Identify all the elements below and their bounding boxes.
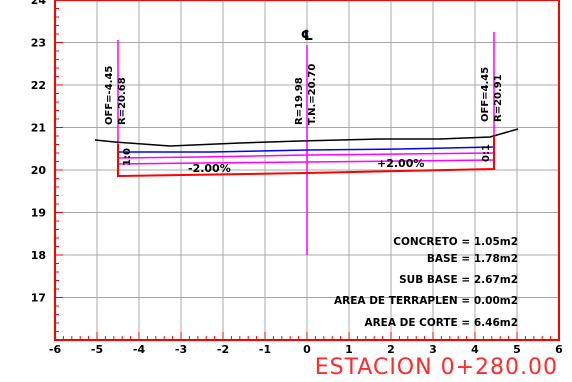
quantity-corte: AREA DE CORTE = 6.46m2: [364, 317, 518, 329]
x-tick-label: -2: [217, 343, 229, 356]
axis-ticks: [54, 0, 560, 341]
station-label: ESTACION 0+280.00: [314, 355, 558, 380]
y-tick-label: 18: [31, 249, 46, 262]
y-tick-label: 23: [31, 37, 46, 50]
left-elevation-label: R=20.68: [117, 77, 128, 125]
x-tick-label: -5: [91, 343, 103, 356]
quantity-base: BASE = 1.78m2: [427, 253, 518, 265]
x-tick-label: 5: [513, 343, 521, 356]
natural-ground-line: [94, 128, 519, 147]
center-elevation-label: R=19.98: [294, 77, 305, 125]
right-offset-label: OFF=4.45: [480, 67, 491, 122]
left-slope-label: -2.00%: [188, 162, 231, 175]
quantity-terraplen: AREA DE TERRAPLEN = 0.00m2: [334, 295, 518, 307]
centerline-symbol: ℄: [301, 28, 314, 44]
x-tick-label: -4: [133, 343, 146, 356]
x-tick-label: 4: [471, 343, 479, 356]
x-tick-label: 1: [345, 343, 353, 356]
x-tick-label: -3: [175, 343, 187, 356]
x-tick-label: 0: [303, 343, 311, 356]
y-tick-label: 22: [31, 79, 46, 92]
x-tick-label: 3: [429, 343, 437, 356]
x-tick-label: -6: [49, 343, 62, 356]
left-offset-label: OFF=-4.45: [104, 66, 115, 125]
quantities-summary: CONCRETO = 1.05m2 BASE = 1.78m2 SUB BASE…: [334, 236, 518, 329]
right-elevation-label: R=20.91: [493, 74, 504, 122]
right-slope-label: +2.00%: [377, 157, 424, 170]
right-side-slope: 0:1: [481, 144, 492, 162]
x-axis-labels: -6 -5 -4 -3 -2 -1 0 1 2 3 4 5 6: [49, 343, 563, 356]
cut-outline: [117, 136, 495, 178]
x-tick-label: -1: [259, 343, 271, 356]
sub-base-layer-line: [117, 152, 495, 159]
y-tick-label: 17: [31, 292, 46, 305]
x-tick-label: 2: [387, 343, 395, 356]
y-tick-label: 19: [31, 207, 46, 220]
left-side-slope: 1:0: [122, 148, 133, 166]
y-tick-label: 21: [31, 122, 46, 135]
y-axis-labels: 24 23 22 21 20 19 18 17: [31, 0, 47, 305]
quantity-concreto: CONCRETO = 1.05m2: [393, 236, 518, 248]
x-tick-label: 6: [555, 343, 563, 356]
base-layer-line: [118, 146, 495, 153]
center-terrain-label: T.N.=20.70: [307, 64, 318, 125]
y-tick-label: 20: [31, 164, 47, 177]
lower-layer-line: [117, 159, 495, 165]
y-tick-label: 24: [31, 0, 47, 7]
quantity-sub-base: SUB BASE = 2.67m2: [399, 274, 518, 286]
